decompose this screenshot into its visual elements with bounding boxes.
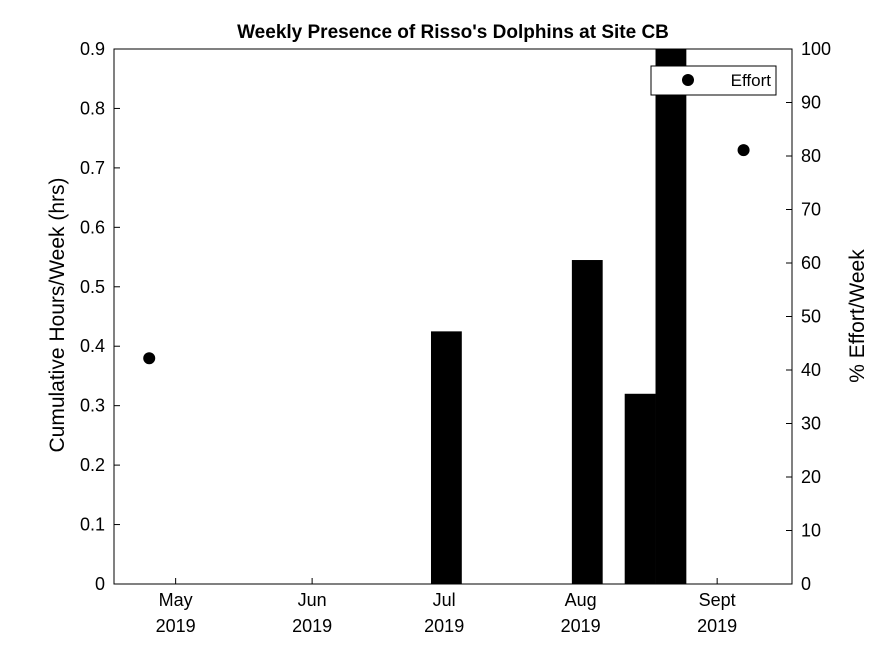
left-tick-label-7: 0.7: [80, 158, 105, 178]
x-tick-label-year-0: 2019: [156, 616, 196, 636]
right-tick-label-4: 40: [801, 360, 821, 380]
left-tick-label-0: 0: [95, 574, 105, 594]
x-tick-label-year-3: 2019: [561, 616, 601, 636]
x-tick-label-year-2: 2019: [424, 616, 464, 636]
effort-point-2: [737, 144, 750, 157]
right-tick-label-8: 80: [801, 146, 821, 166]
bar-week-3: [624, 393, 656, 584]
left-tick-label-3: 0.3: [80, 396, 105, 416]
bar-week-1: [430, 331, 462, 584]
x-tick-label-month-2: Jul: [433, 590, 456, 610]
left-tick-label-5: 0.5: [80, 277, 105, 297]
x-tick-label-month-1: Jun: [298, 590, 327, 610]
right-tick-label-0: 0: [801, 574, 811, 594]
chart-title: Weekly Presence of Risso's Dolphins at S…: [237, 22, 669, 43]
x-tick-label-month-0: May: [159, 590, 193, 610]
effort-points-layer: [143, 144, 750, 365]
left-axis-ticks: 0 0.1 0.2 0.3 0.4 0.5 0.6 0.7 0.8 0.9: [80, 39, 120, 594]
left-tick-label-8: 0.8: [80, 98, 105, 118]
legend: Effort: [650, 65, 777, 96]
x-tick-label-year-1: 2019: [292, 616, 332, 636]
right-tick-label-2: 20: [801, 467, 821, 487]
right-tick-label-5: 50: [801, 307, 821, 327]
x-tick-label-month-4: Sept: [699, 590, 736, 610]
bars-layer: [430, 49, 687, 584]
left-tick-label-6: 0.6: [80, 217, 105, 237]
right-axis-ticks: 0 10 20 30 40 50 60 70 80 90 100: [786, 39, 831, 594]
right-tick-label-1: 10: [801, 521, 821, 541]
right-tick-label-10: 100: [801, 39, 831, 59]
left-tick-label-4: 0.4: [80, 336, 105, 356]
legend-marker-effort: [682, 74, 694, 86]
effort-point-1: [143, 352, 156, 365]
legend-box: [650, 65, 777, 96]
right-tick-label-7: 70: [801, 200, 821, 220]
x-tick-label-month-3: Aug: [565, 590, 597, 610]
legend-label-effort: Effort: [731, 71, 772, 90]
left-tick-label-2: 0.2: [80, 455, 105, 475]
right-tick-label-6: 60: [801, 253, 821, 273]
right-tick-label-3: 30: [801, 414, 821, 434]
bar-week-2: [571, 260, 603, 584]
bar-week-4: [655, 49, 687, 584]
y-axis-label-right: % Effort/Week: [846, 249, 869, 383]
right-tick-label-9: 90: [801, 93, 821, 113]
left-tick-label-9: 0.9: [80, 39, 105, 59]
y-axis-label-left: Cumulative Hours/Week (hrs): [46, 177, 69, 452]
left-tick-label-1: 0.1: [80, 515, 105, 535]
x-tick-label-year-4: 2019: [697, 616, 737, 636]
x-axis-ticks: May 2019 Jun 2019 Jul 2019 Aug 2019 Sept 2019: [156, 578, 737, 636]
